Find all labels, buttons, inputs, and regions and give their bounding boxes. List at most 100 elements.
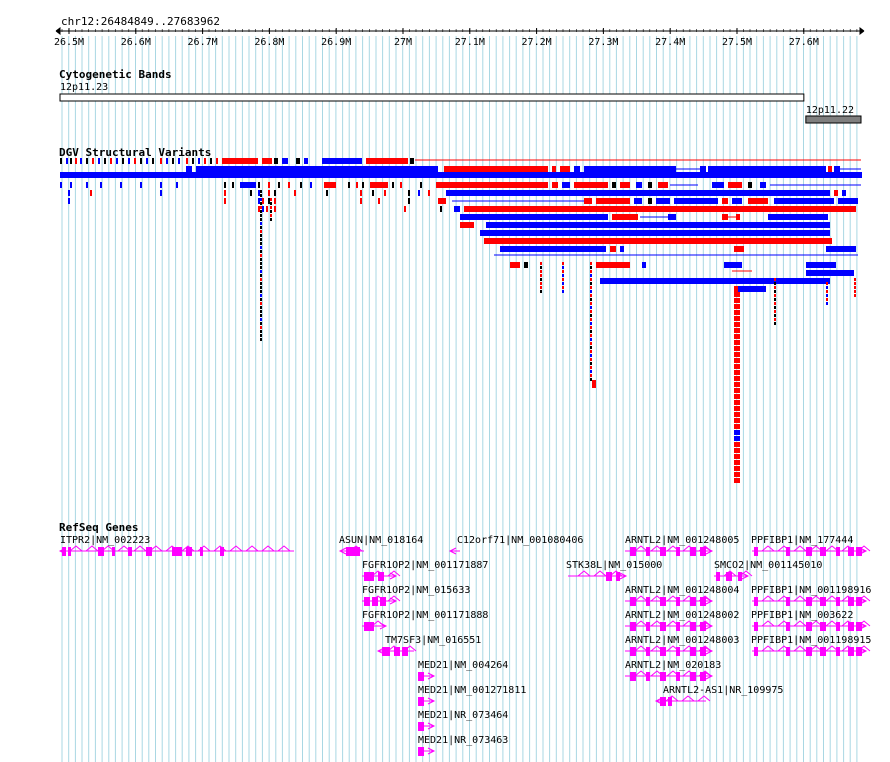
dgv-variant[interactable] — [260, 330, 262, 333]
dgv-variant[interactable] — [590, 306, 592, 309]
gene-model[interactable] — [58, 545, 294, 556]
gene-model[interactable] — [625, 595, 714, 606]
dgv-variant[interactable] — [734, 310, 740, 315]
dgv-variant[interactable] — [590, 314, 592, 317]
dgv-variant[interactable] — [590, 362, 592, 365]
dgv-variant[interactable] — [734, 388, 740, 393]
dgv-variant[interactable] — [562, 278, 564, 281]
dgv-variant[interactable] — [90, 190, 92, 196]
dgv-variant[interactable] — [270, 198, 272, 201]
gene-model[interactable] — [752, 645, 871, 656]
dgv-variant[interactable] — [734, 322, 740, 327]
dgv-variant[interactable] — [590, 366, 592, 369]
dgv-variant[interactable] — [360, 198, 362, 204]
gene-label[interactable]: MED21|NR_073463 — [418, 735, 508, 746]
dgv-variant[interactable] — [454, 206, 460, 212]
dgv-variant[interactable] — [734, 472, 740, 477]
dgv-variant[interactable] — [834, 190, 838, 196]
dgv-variant[interactable] — [562, 266, 564, 269]
dgv-variant[interactable] — [854, 290, 856, 293]
dgv-variant[interactable] — [260, 222, 262, 225]
gene-label[interactable]: PPFIBP1|NM_003622 — [751, 610, 853, 621]
dgv-variant[interactable] — [854, 294, 856, 297]
gene-model[interactable] — [362, 570, 401, 581]
dgv-variant[interactable] — [270, 218, 272, 221]
dgv-variant[interactable] — [734, 424, 740, 429]
dgv-variant[interactable] — [260, 202, 262, 205]
dgv-variant[interactable] — [260, 230, 262, 233]
dgv-variant[interactable] — [590, 374, 592, 377]
gene-model[interactable] — [752, 620, 871, 631]
dgv-variant[interactable] — [734, 328, 740, 333]
dgv-variant[interactable] — [260, 198, 262, 201]
dgv-variant[interactable] — [300, 182, 302, 188]
gene-label[interactable]: ASUN|NM_018164 — [339, 535, 423, 546]
dgv-variant[interactable] — [592, 380, 596, 388]
dgv-variant[interactable] — [590, 302, 592, 305]
dgv-variant[interactable] — [734, 394, 740, 399]
scroll-right-arrow-icon[interactable] — [859, 27, 865, 35]
dgv-variant[interactable] — [590, 378, 592, 381]
dgv-variant[interactable] — [826, 246, 856, 252]
dgv-variant[interactable] — [120, 182, 122, 188]
dgv-variant[interactable] — [648, 198, 652, 204]
dgv-variant[interactable] — [734, 448, 740, 453]
dgv-variant[interactable] — [774, 286, 776, 289]
dgv-variant[interactable] — [258, 190, 260, 196]
dgv-variant[interactable] — [584, 166, 676, 172]
dgv-variant[interactable] — [258, 182, 260, 188]
gene-label[interactable]: C12orf71|NM_001080406 — [457, 535, 583, 546]
gene-label[interactable]: MED21|NM_001271811 — [418, 685, 526, 696]
dgv-variant[interactable] — [260, 282, 262, 285]
dgv-variant[interactable] — [262, 206, 264, 212]
dgv-variant[interactable] — [768, 214, 828, 220]
dgv-variant[interactable] — [68, 190, 70, 196]
dgv-variant[interactable] — [590, 334, 592, 337]
dgv-variant[interactable] — [198, 158, 200, 164]
gene-model[interactable] — [654, 695, 711, 706]
dgv-variant[interactable] — [160, 190, 162, 196]
gene-model[interactable] — [568, 570, 628, 581]
dgv-variant[interactable] — [444, 166, 548, 172]
dgv-variant[interactable] — [674, 198, 718, 204]
dgv-variant[interactable] — [734, 340, 740, 345]
dgv-variant[interactable] — [590, 318, 592, 321]
dgv-variant[interactable] — [296, 158, 300, 164]
dgv-variant[interactable] — [734, 436, 740, 441]
dgv-variant[interactable] — [196, 166, 438, 172]
dgv-variant[interactable] — [540, 266, 542, 269]
dgv-variant[interactable] — [562, 270, 564, 273]
dgv-variant[interactable] — [854, 286, 856, 289]
gene-model[interactable] — [418, 747, 436, 756]
dgv-variant[interactable] — [178, 158, 180, 164]
dgv-variant[interactable] — [774, 290, 776, 293]
gene-model[interactable] — [752, 545, 871, 556]
dgv-variant[interactable] — [590, 290, 592, 293]
cytoband-12p11.22[interactable] — [805, 115, 862, 124]
dgv-variant[interactable] — [278, 182, 280, 188]
dgv-variant[interactable] — [734, 466, 740, 471]
dgv-variant[interactable] — [408, 198, 410, 204]
gene-model[interactable] — [338, 545, 364, 556]
dgv-variant[interactable] — [274, 198, 276, 204]
dgv-variant[interactable] — [734, 364, 740, 369]
dgv-variant[interactable] — [828, 166, 832, 172]
dgv-variant[interactable] — [552, 182, 558, 188]
dgv-variant[interactable] — [734, 286, 738, 292]
dgv-variant[interactable] — [86, 158, 88, 164]
dgv-variant[interactable] — [326, 190, 328, 196]
dgv-variant[interactable] — [806, 270, 854, 276]
dgv-variant[interactable] — [590, 358, 592, 361]
dgv-variant[interactable] — [260, 306, 262, 309]
dgv-variant[interactable] — [590, 278, 592, 281]
dgv-variant[interactable] — [590, 294, 592, 297]
dgv-variant[interactable] — [260, 246, 262, 249]
gene-model[interactable] — [625, 620, 714, 631]
dgv-variant[interactable] — [110, 158, 112, 164]
dgv-variant[interactable] — [734, 346, 740, 351]
dgv-variant[interactable] — [854, 282, 856, 285]
dgv-variant[interactable] — [324, 182, 336, 188]
dgv-variant[interactable] — [224, 190, 226, 196]
dgv-variant[interactable] — [590, 282, 592, 285]
dgv-variant[interactable] — [260, 254, 262, 257]
